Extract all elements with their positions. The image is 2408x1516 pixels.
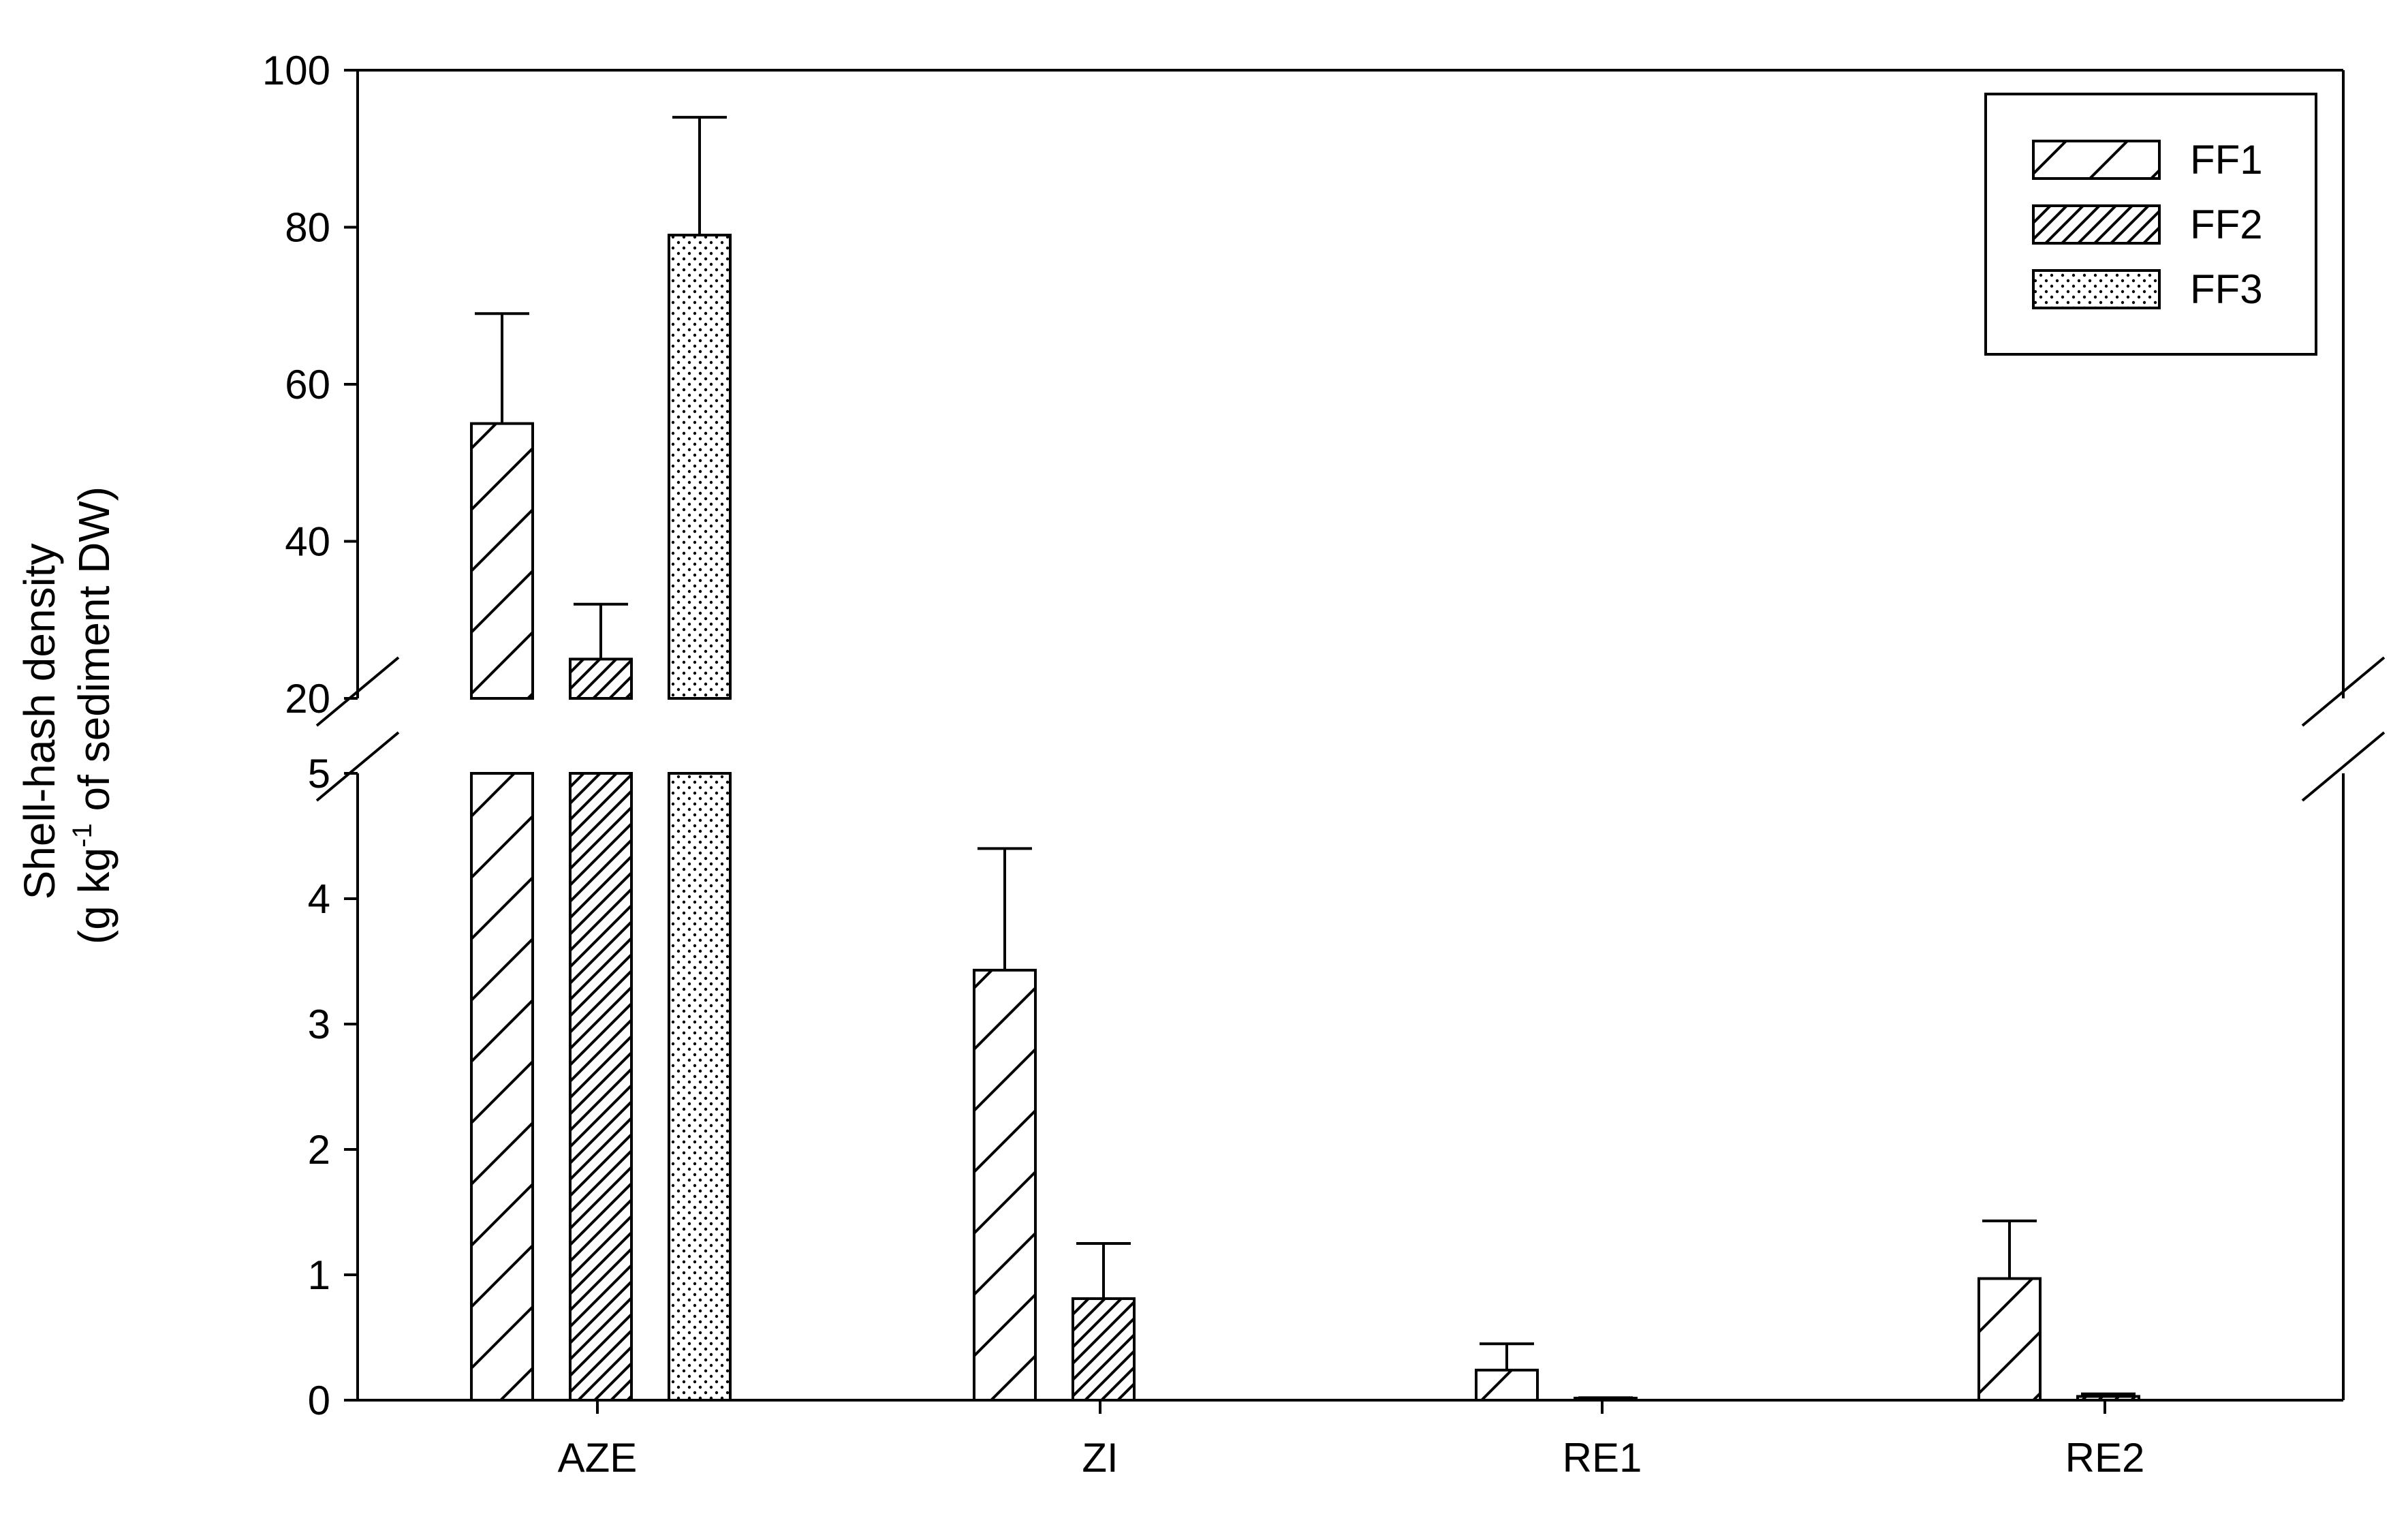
axis-break-left-upper bbox=[315, 656, 400, 727]
bar-ff1-aze-lower bbox=[470, 772, 534, 1402]
y-tick-label-1: 1 bbox=[308, 1252, 330, 1298]
y-tick-label-40: 40 bbox=[285, 519, 330, 565]
bar-ff2-zi bbox=[1072, 1297, 1136, 1402]
legend-swatch-ff3 bbox=[2032, 269, 2161, 309]
y-axis-unit-pre: (g kg bbox=[69, 848, 119, 944]
bar-ff2-aze-lower bbox=[569, 772, 633, 1402]
axis-break-left-lower bbox=[315, 731, 400, 802]
y-axis-title-line1: Shell-hash density bbox=[15, 543, 64, 899]
x-axis-categories: AZE ZI RE1 RE2 bbox=[558, 1400, 2145, 1481]
y-tick-label-5: 5 bbox=[308, 751, 330, 796]
y-tick-label-3: 3 bbox=[308, 1002, 330, 1047]
y-tick-label-4: 4 bbox=[308, 876, 330, 922]
y-axis-ticks: 0 1 2 3 4 5 20 40 60 80 100 bbox=[262, 48, 358, 1423]
bar-ff3-aze-lower bbox=[668, 772, 732, 1402]
legend-swatch-ff2 bbox=[2032, 204, 2161, 245]
x-tick-label-zi: ZI bbox=[1082, 1435, 1118, 1481]
y-axis-title: Shell-hash density (g kg-1 of sediment D… bbox=[15, 486, 119, 944]
legend-swatch-ff1 bbox=[2032, 140, 2161, 180]
x-tick-label-aze: AZE bbox=[558, 1435, 638, 1481]
legend-label-ff1: FF1 bbox=[2190, 137, 2263, 183]
plot-frame bbox=[315, 69, 2386, 1402]
y-axis-unit-post: of sediment DW) bbox=[69, 486, 119, 823]
error-bars-layer bbox=[475, 116, 2136, 1399]
bar-ff2-aze-upper bbox=[569, 658, 633, 700]
y-tick-label-100: 100 bbox=[262, 48, 330, 93]
y-tick-label-20: 20 bbox=[285, 676, 330, 722]
y-tick-label-60: 60 bbox=[285, 362, 330, 407]
x-tick-label-re2: RE2 bbox=[2065, 1435, 2145, 1481]
legend: FF1 FF2 FF3 bbox=[1984, 93, 2317, 356]
y-axis-title-line2: (g kg-1 of sediment DW) bbox=[67, 486, 119, 944]
bar-ff1-re1 bbox=[1475, 1368, 1539, 1402]
bar-ff1-aze-upper bbox=[470, 422, 534, 700]
legend-label-ff2: FF2 bbox=[2190, 202, 2263, 247]
y-tick-label-2: 2 bbox=[308, 1127, 330, 1173]
y-tick-label-0: 0 bbox=[308, 1378, 330, 1423]
y-axis-unit-sup: -1 bbox=[67, 823, 97, 848]
bars-layer bbox=[470, 234, 2140, 1402]
legend-label-ff3: FF3 bbox=[2190, 266, 2263, 312]
bar-ff1-zi bbox=[973, 968, 1037, 1402]
y-tick-label-80: 80 bbox=[285, 205, 330, 251]
axis-break-right-upper bbox=[2301, 656, 2386, 727]
axis-break-right-lower bbox=[2301, 731, 2386, 802]
bar-ff3-aze-upper bbox=[668, 234, 732, 700]
x-tick-label-re1: RE1 bbox=[1563, 1435, 1642, 1481]
bar-ff1-re2 bbox=[1977, 1277, 2042, 1402]
